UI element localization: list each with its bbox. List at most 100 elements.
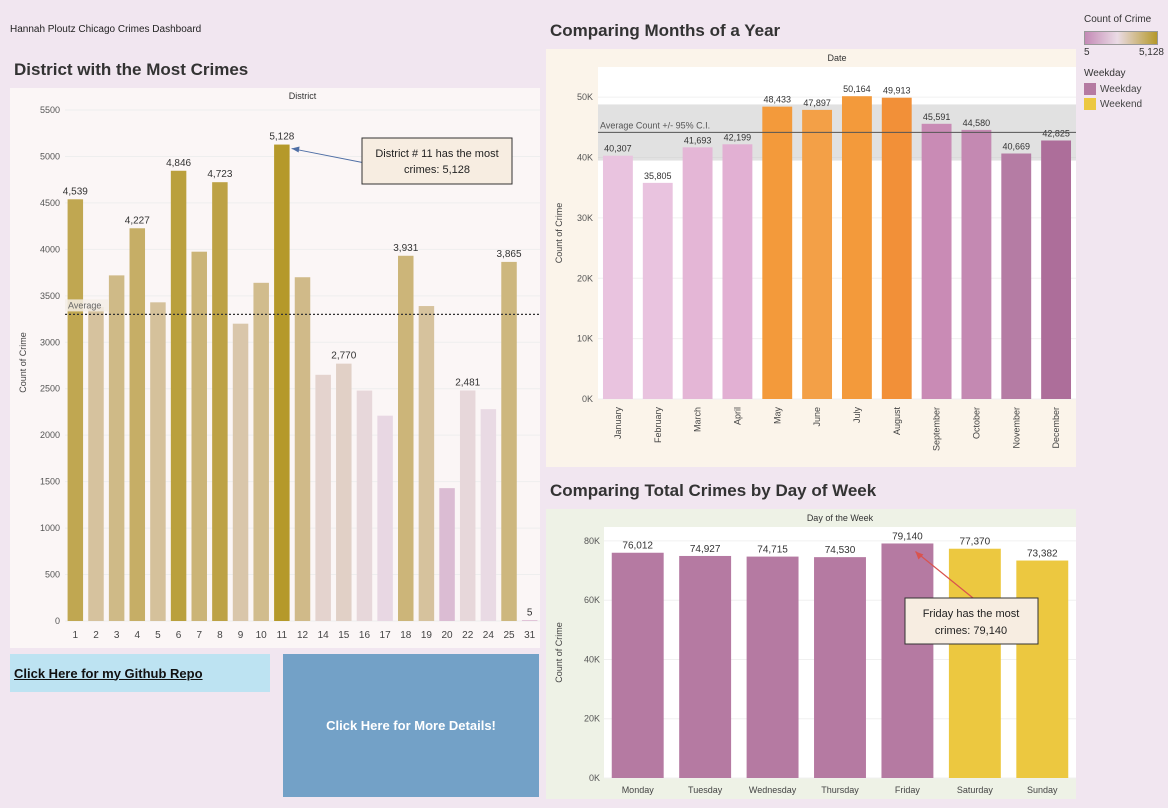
average-label-bg — [65, 299, 109, 312]
district-chart-title: District with the Most Crimes — [14, 60, 249, 79]
x-tick-label: 14 — [318, 630, 330, 641]
y-tick-label: 4000 — [40, 244, 60, 254]
x-tick-label: September — [932, 407, 942, 451]
x-tick-label: Saturday — [957, 785, 994, 795]
bar-district-2 — [88, 306, 104, 621]
y-tick-label: 0 — [55, 616, 60, 626]
data-label: 74,927 — [690, 544, 721, 555]
bar-day-monday — [611, 552, 664, 778]
annotation-arrowhead — [291, 146, 300, 153]
y-tick-label: 1500 — [40, 477, 60, 487]
bar-month-october — [961, 129, 992, 399]
y-axis-label: Count of Crime — [18, 332, 28, 393]
legend-item-weekday[interactable]: Weekday — [1084, 83, 1164, 95]
x-tick-label: April — [732, 407, 742, 425]
bar-day-saturday — [948, 548, 1001, 778]
x-tick-label: January — [613, 407, 623, 440]
x-tick-label: July — [852, 407, 862, 424]
bar-district-16 — [356, 390, 373, 621]
data-label: 5,128 — [269, 132, 294, 143]
y-tick-label: 5500 — [40, 105, 60, 115]
weekday-bar-chart: Day of the Week 0K 20K 40K 60K 80K Count of Cr… — [546, 509, 1076, 799]
data-label: 4,227 — [125, 215, 150, 226]
bar-month-may — [762, 106, 793, 399]
bar-district-14 — [315, 374, 331, 621]
y-tick-label: 20K — [584, 714, 600, 724]
y-axis-label: Count of Crime — [554, 203, 564, 264]
x-tick-label: December — [1051, 407, 1061, 449]
x-tick-label: 7 — [196, 630, 202, 641]
x-tick-label: Thursday — [821, 785, 859, 795]
bar-district-7 — [191, 251, 207, 621]
bar-month-december — [1041, 140, 1072, 399]
bar-month-november — [1001, 153, 1032, 399]
more-details-button[interactable]: Click Here for More Details! — [283, 654, 539, 797]
data-label: 40,307 — [604, 144, 632, 154]
x-tick-label: 1 — [73, 630, 79, 641]
annotation-text-line2: crimes: 79,140 — [935, 625, 1007, 637]
bar-district-5 — [150, 302, 166, 621]
bar-district-22 — [459, 390, 476, 621]
y-tick-label: 40K — [584, 654, 600, 664]
github-repo-link[interactable]: Click Here for my Github Repo — [10, 654, 270, 692]
months-bar-chart: Date 0K 10K 20K 30K 40K 50K Count of Crime 40,30… — [546, 49, 1076, 467]
data-label: 74,715 — [757, 545, 788, 556]
x-tick-label: May — [772, 407, 782, 425]
bar-district-9 — [232, 323, 249, 621]
y-tick-label: 0K — [589, 773, 600, 783]
y-tick-label: 2500 — [40, 384, 60, 394]
bar-district-6 — [170, 170, 187, 621]
bar-district-10 — [253, 282, 269, 621]
bar-month-july — [841, 96, 872, 399]
weekday-chart-title: Comparing Total Crimes by Day of Week — [550, 481, 877, 500]
y-tick-label: 3000 — [40, 337, 60, 347]
legend-swatch — [1084, 83, 1096, 95]
bar-day-tuesday — [679, 555, 732, 778]
band-label: Average Count +/- 95% C.I. — [600, 120, 710, 130]
x-tick-label: 25 — [503, 630, 515, 641]
data-label: 76,012 — [622, 541, 653, 552]
y-tick-label: 50K — [577, 92, 593, 102]
data-label: 47,897 — [803, 98, 831, 108]
bar-district-15 — [336, 363, 352, 621]
x-tick-label: 2 — [93, 630, 99, 641]
dashboard-title: Hannah Ploutz Chicago Crimes Dashboard — [10, 24, 202, 35]
legend-item-label: Weekend — [1100, 98, 1143, 110]
district-bar-chart: District 0 500 1000 1500 2000 2500 3000 3500 4000… — [10, 88, 540, 648]
y-tick-label: 80K — [584, 536, 600, 546]
data-label: 79,140 — [892, 531, 923, 542]
data-label: 42,199 — [724, 132, 752, 142]
annotation-text-line1: District # 11 has the most — [375, 148, 498, 160]
legend-item-weekend[interactable]: Weekend — [1084, 98, 1164, 110]
data-label: 40,669 — [1002, 142, 1030, 152]
x-tick-label: 3 — [114, 630, 120, 641]
x-tick-label: 4 — [135, 630, 141, 641]
y-tick-label: 1000 — [40, 523, 60, 533]
x-tick-label: 16 — [359, 630, 371, 641]
annotation-box — [361, 137, 513, 185]
x-tick-label: 19 — [421, 630, 433, 641]
y-axis-label: Count of Crime — [554, 622, 564, 683]
legend-color-gradient — [1084, 31, 1158, 45]
average-label: Average — [68, 300, 101, 310]
chart-header: Day of the Week — [807, 513, 874, 523]
bar-district-25 — [501, 261, 517, 621]
y-tick-label: 0K — [582, 394, 593, 404]
x-tick-label: 9 — [238, 630, 244, 641]
legend-min: 5 — [1084, 47, 1090, 58]
y-tick-label: 500 — [45, 570, 60, 580]
annotation-box — [904, 597, 1039, 645]
data-label: 73,382 — [1027, 549, 1058, 560]
bar-month-april — [722, 144, 753, 399]
y-tick-label: 10K — [577, 334, 593, 344]
y-tick-label: 30K — [577, 213, 593, 223]
y-tick-label: 20K — [577, 273, 593, 283]
x-tick-label: 20 — [442, 630, 454, 641]
data-label: 3,865 — [497, 249, 522, 260]
bar-district-20 — [439, 488, 455, 621]
bar-month-february — [642, 182, 673, 399]
x-tick-label: 11 — [277, 630, 288, 641]
data-label: 42,825 — [1042, 128, 1070, 138]
bar-district-11 — [274, 144, 290, 621]
legend-weekday-title: Weekday — [1084, 68, 1126, 79]
